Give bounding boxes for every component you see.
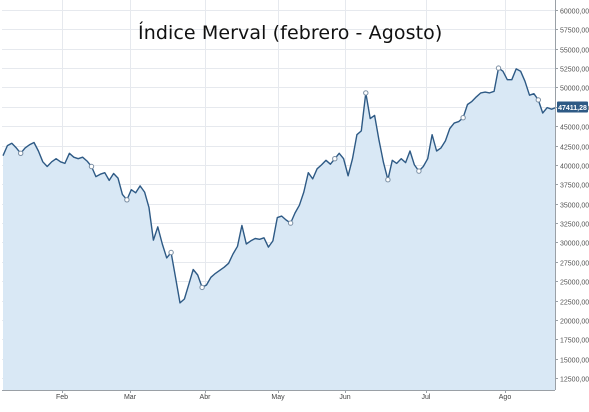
series-area-fill bbox=[3, 68, 556, 390]
data-point-marker bbox=[416, 168, 422, 174]
last-value-label: 47411,28 bbox=[558, 105, 587, 112]
data-point-marker bbox=[385, 177, 391, 183]
y-tick-label: 25000,00 bbox=[560, 280, 589, 287]
data-point-marker bbox=[88, 163, 95, 170]
y-tick-label: 20000,00 bbox=[560, 319, 589, 326]
data-point-marker bbox=[332, 156, 338, 162]
y-tick-label: 27500,00 bbox=[560, 261, 589, 268]
y-tick-label: 22500,00 bbox=[560, 300, 589, 307]
y-tick-label: 50000,00 bbox=[560, 86, 589, 93]
data-point-marker bbox=[199, 284, 205, 291]
y-tick-label: 52500,00 bbox=[560, 67, 589, 74]
y-tick-label: 32500,00 bbox=[560, 222, 589, 229]
data-point-marker bbox=[124, 197, 130, 203]
x-tick-label: Ago bbox=[499, 394, 512, 401]
y-tick-label: 30000,00 bbox=[560, 241, 589, 248]
data-point-marker bbox=[535, 97, 541, 103]
x-tick-label: Feb bbox=[56, 394, 68, 401]
data-point-marker bbox=[495, 65, 502, 71]
y-tick-label: 55000,00 bbox=[560, 48, 589, 55]
data-point-marker bbox=[18, 150, 24, 157]
y-tick-label: 37500,00 bbox=[560, 183, 589, 190]
x-tick-label: Jun bbox=[339, 394, 350, 401]
y-tick-label: 60000,00 bbox=[560, 9, 589, 16]
data-point-marker bbox=[363, 90, 369, 96]
y-tick-label: 42500,00 bbox=[560, 145, 589, 152]
y-tick-label: 12500,00 bbox=[560, 377, 589, 384]
y-tick-label: 45000,00 bbox=[560, 125, 589, 132]
chart-title: Índice Merval (febrero - Agosto) bbox=[138, 22, 443, 44]
y-tick-label: 57500,00 bbox=[560, 28, 589, 35]
x-tick-label: Mar bbox=[124, 394, 137, 401]
x-tick-label: Abr bbox=[200, 394, 212, 401]
x-tick-label: May bbox=[271, 394, 285, 401]
tick-label-layer: 12500,00 15000,00 17500,00 20000,00 22500,00… bbox=[56, 9, 589, 402]
y-tick-label: 35000,00 bbox=[560, 203, 589, 210]
y-tick-label: 15000,00 bbox=[560, 358, 589, 365]
y-tick-label: 17500,00 bbox=[560, 338, 589, 345]
data-point-marker bbox=[168, 249, 174, 256]
data-point-marker bbox=[460, 115, 466, 121]
y-tick-label: 40000,00 bbox=[560, 164, 589, 171]
x-tick-label: Jul bbox=[422, 394, 431, 401]
point-marker-layer bbox=[18, 65, 541, 291]
last-value-badge bbox=[557, 101, 588, 113]
area-fill-layer bbox=[3, 68, 556, 390]
data-point-marker bbox=[287, 220, 294, 226]
axes-layer bbox=[2, 0, 558, 393]
